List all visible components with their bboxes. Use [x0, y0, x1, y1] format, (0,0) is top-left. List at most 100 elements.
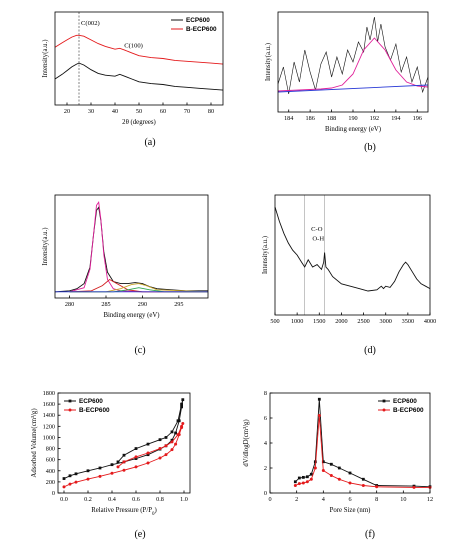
data-point — [297, 482, 301, 486]
data-point — [329, 474, 333, 477]
data-point — [412, 485, 416, 489]
y-axis-label: Intensity(a.u.) — [265, 43, 272, 81]
data-point — [181, 422, 185, 426]
data-point — [180, 402, 183, 406]
x-tick-label: 290 — [138, 301, 147, 308]
data-point — [309, 472, 313, 476]
x-tick-label: 50 — [136, 108, 142, 115]
data-point — [74, 472, 78, 476]
annotation-label: C-O — [311, 226, 323, 233]
x-tick-label: 6 — [348, 496, 351, 503]
x-tick-label: 295 — [174, 301, 183, 308]
series-line-ecp600 — [54, 62, 224, 91]
data-point — [321, 469, 325, 472]
x-tick-label: 0.0 — [60, 496, 68, 503]
data-point — [146, 453, 150, 457]
plot-frame — [274, 194, 431, 316]
panel-e: 0.0 0.2 0.4 0.6 0.8 1.0 0 200 400 600 800 1000 1200 1… — [31, 390, 191, 540]
x-tick-label: 10 — [400, 496, 406, 503]
data-point — [98, 466, 102, 470]
x-tick-label: 500 — [270, 318, 279, 325]
x-tick-label: 12 — [427, 496, 433, 503]
data-point — [146, 461, 150, 465]
x-tick-label: 8 — [375, 496, 378, 503]
x-tick-label: 1000 — [291, 318, 303, 325]
data-point — [122, 468, 126, 472]
series-line-c-c — [69, 200, 208, 293]
data-point — [146, 442, 150, 446]
data-point — [116, 460, 120, 464]
data-point — [110, 463, 114, 467]
x-tick-label: 188 — [327, 115, 336, 122]
data-point — [146, 451, 150, 455]
data-point — [158, 456, 162, 460]
y-axis-label: Adsorbed Volume(cm³/g) — [31, 408, 38, 477]
data-point — [305, 480, 309, 484]
x-axis-label: 2θ (degrees) — [122, 119, 156, 126]
panel-caption: (b) — [364, 142, 376, 153]
data-point — [68, 474, 72, 478]
data-point — [134, 457, 138, 460]
data-point — [181, 398, 185, 402]
data-point — [321, 460, 325, 464]
x-tick-label: 2 — [295, 496, 298, 503]
data-point — [86, 477, 90, 481]
x-tick-label: 2000 — [335, 318, 347, 325]
series-line-baseline — [277, 84, 429, 93]
x-tick-label: 0.2 — [84, 496, 92, 503]
x-tick-label: 194 — [391, 115, 400, 122]
data-point — [134, 447, 138, 450]
x-tick-label: 3500 — [402, 318, 414, 325]
x-tick-label: 0 — [268, 496, 271, 503]
data-point — [170, 438, 174, 442]
y-tick-label: 600 — [46, 457, 55, 464]
series-line-b-ecp600 — [54, 34, 224, 65]
legend-label: B-ECP600 — [79, 407, 110, 414]
data-point — [348, 481, 352, 485]
y-tick-label: 1200 — [43, 423, 55, 430]
data-point — [305, 475, 309, 479]
data-point — [176, 433, 180, 437]
x-tick-label: 186 — [306, 115, 315, 122]
data-point — [337, 477, 341, 481]
panel-caption: (c) — [134, 345, 145, 356]
annotation-label: C(002) — [81, 20, 100, 27]
x-tick-label: 184 — [284, 115, 293, 122]
x-tick-label: 1.0 — [180, 496, 188, 503]
x-tick-label: 4000 — [424, 318, 436, 325]
panel-caption: (d) — [364, 345, 376, 356]
data-point — [313, 466, 317, 470]
series-line-fit — [277, 37, 429, 92]
data-point — [164, 436, 168, 439]
data-point — [86, 469, 90, 473]
data-point — [361, 477, 365, 481]
data-point — [297, 476, 301, 480]
y-axis-label: Intensity(a.u.) — [42, 39, 49, 77]
x-tick-label: 20 — [64, 108, 70, 115]
data-point — [180, 405, 183, 409]
data-point — [176, 419, 180, 423]
x-tick-label: 0.4 — [108, 496, 116, 503]
legend-marker — [68, 408, 72, 412]
data-point — [98, 474, 102, 478]
legend-label: ECP600 — [186, 17, 210, 24]
y-axis-label: dV/dlogD(cm³/g) — [243, 419, 250, 466]
x-tick-label: 280 — [65, 301, 74, 308]
data-point — [293, 484, 297, 487]
legend-label: B-ECP600 — [393, 407, 424, 414]
series-line-envelope — [54, 206, 208, 293]
x-tick-label: 40 — [112, 108, 118, 115]
y-tick-label: 4 — [264, 440, 267, 447]
data-point — [348, 471, 352, 475]
x-tick-label: 60 — [160, 108, 166, 115]
x-tick-label: 4 — [322, 496, 325, 503]
data-point — [174, 431, 177, 435]
data-point — [301, 481, 305, 485]
y-axis-label: Intensity(a.u.) — [262, 236, 269, 274]
y-tick-label: 6 — [264, 415, 267, 422]
y-tick-label: 1600 — [43, 401, 55, 408]
y-tick-label: 200 — [46, 479, 55, 486]
x-tick-label: 3000 — [380, 318, 392, 325]
data-point — [337, 466, 341, 470]
data-point — [158, 447, 162, 451]
